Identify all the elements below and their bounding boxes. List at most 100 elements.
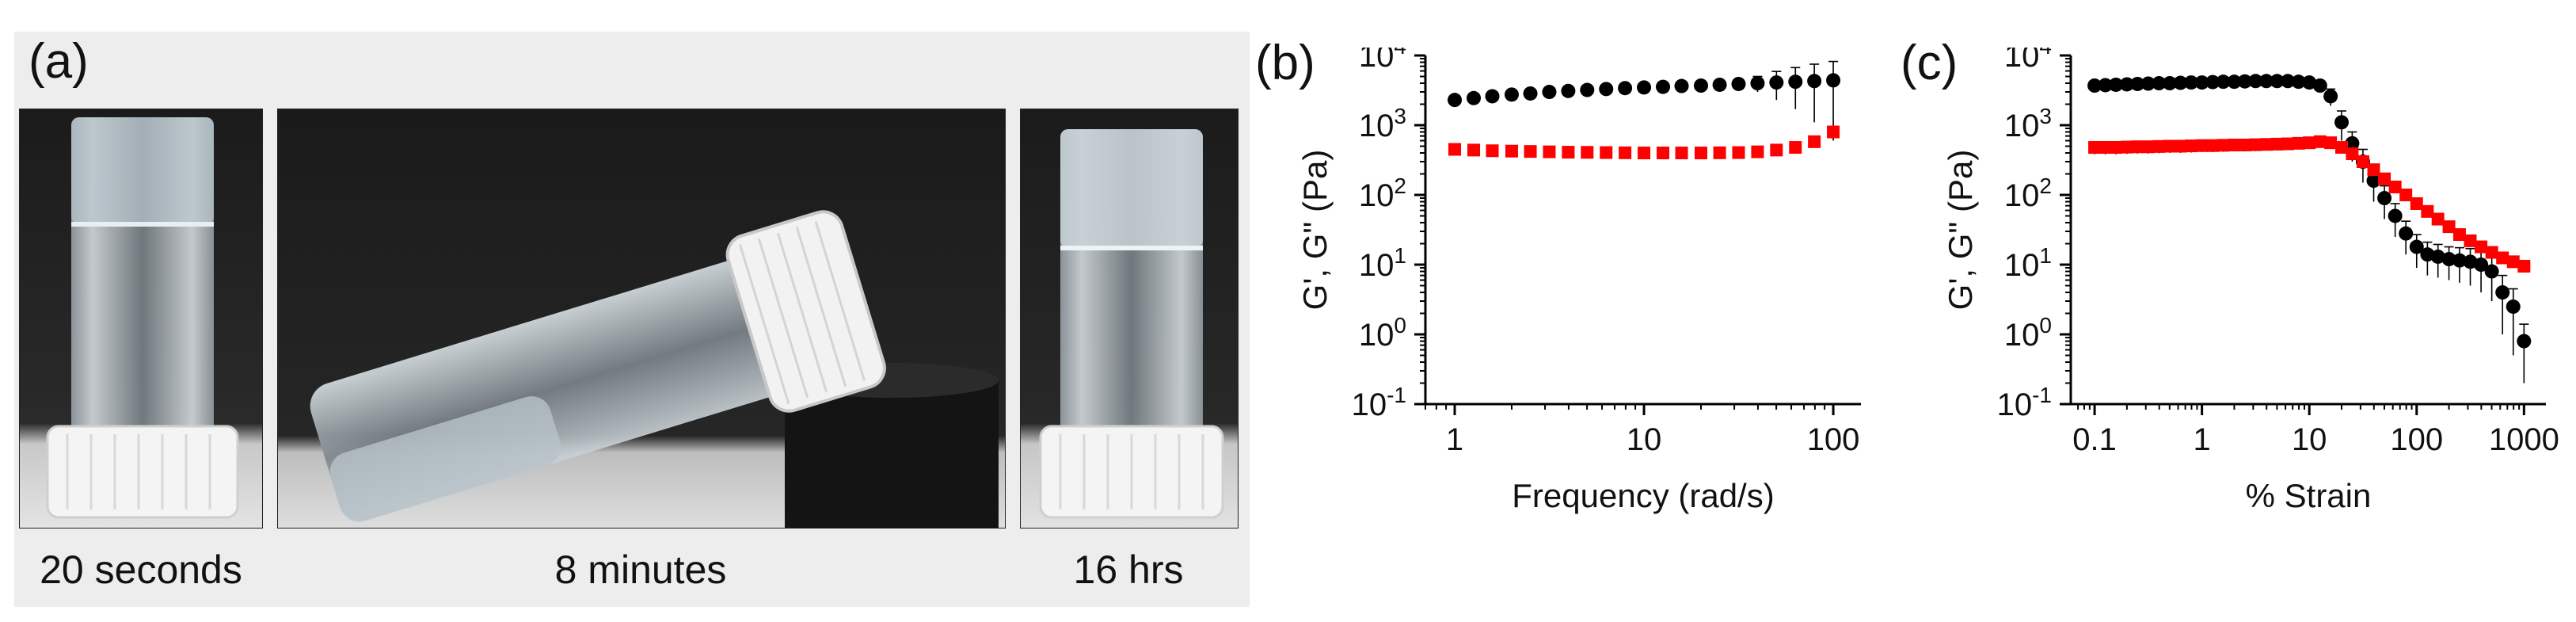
frequency-sweep-chart: 10-1 100 101 102 103 104 1 10 100 Frequency (rad/…: [1296, 48, 1861, 514]
data-point: [2441, 252, 2456, 267]
data-point: [2431, 212, 2445, 226]
y-axis-label: G', G" (Pa): [1942, 150, 1979, 311]
data-point: [2475, 240, 2488, 254]
data-point: [1732, 146, 1745, 159]
data-point: [2216, 139, 2230, 152]
data-point: [2323, 89, 2338, 104]
data-point: [2248, 74, 2263, 89]
x-tick-label: 10: [2292, 422, 2327, 457]
vial-illustration-tilted: [278, 109, 1005, 528]
data-point: [1750, 76, 1765, 91]
x-tick-label: 1000: [2489, 422, 2559, 457]
data-point: [2270, 137, 2284, 151]
caption-8-minutes: 8 minutes: [554, 548, 727, 592]
y-tick-label: 100: [2004, 313, 2052, 353]
data-point: [1695, 147, 1708, 160]
y-tick-label: 10-1: [1997, 383, 2052, 422]
data-point: [1807, 74, 1822, 89]
data-point: [2162, 76, 2177, 91]
data-point: [1467, 143, 1481, 157]
data-point: [1619, 146, 1632, 159]
data-point: [1637, 80, 1652, 95]
data-point: [2174, 139, 2187, 153]
vial-photo-20-seconds: [19, 109, 263, 529]
data-point: [2378, 172, 2391, 185]
data-point: [1694, 78, 1709, 93]
data-point: [2281, 74, 2296, 89]
data-point: [2303, 136, 2316, 150]
panel-label-a: (a): [29, 34, 89, 89]
data-point: [1505, 144, 1518, 158]
x-tick-label: 10: [1627, 422, 1662, 457]
caption-16-hrs: 16 hrs: [1073, 548, 1184, 592]
data-point: [1467, 90, 1482, 105]
data-point: [2237, 74, 2252, 89]
data-point: [2409, 239, 2424, 254]
series-loss-modulus: [2088, 135, 2531, 273]
vial-photo-16-hrs: [1020, 109, 1239, 529]
data-point: [2313, 135, 2327, 148]
data-point: [1731, 76, 1746, 91]
data-point: [2195, 139, 2209, 152]
data-point: [1543, 145, 1556, 158]
data-point: [1486, 144, 1499, 158]
data-point: [2506, 255, 2520, 269]
data-point: [2087, 78, 2102, 93]
data-point: [1788, 74, 1803, 90]
data-point: [2421, 204, 2434, 218]
y-tick-label: 102: [1359, 174, 1406, 213]
y-tick-label: 101: [1359, 243, 1406, 283]
data-point: [2312, 78, 2327, 93]
data-point: [2258, 74, 2274, 89]
data-point: [2184, 75, 2199, 90]
data-point: [2399, 189, 2413, 201]
data-point: [1485, 89, 1500, 104]
data-point: [2452, 228, 2466, 242]
x-tick-label: 100: [1807, 422, 1860, 457]
data-point: [2216, 74, 2231, 90]
data-point: [2485, 246, 2498, 259]
data-point: [2346, 147, 2359, 160]
y-tick-label: 102: [2004, 174, 2052, 213]
data-point: [2292, 136, 2305, 150]
data-point: [1600, 146, 1613, 159]
data-point: [2152, 76, 2167, 91]
data-point: [2291, 74, 2306, 90]
data-point: [2140, 76, 2156, 91]
data-point: [2098, 78, 2113, 93]
y-tick-label: 101: [2004, 243, 2052, 283]
data-point: [2130, 76, 2145, 91]
data-point: [2227, 74, 2242, 90]
x-axis-label: % Strain: [2246, 477, 2372, 514]
data-point: [2120, 140, 2133, 154]
y-tick-label: 100: [1359, 313, 1406, 353]
data-point: [1674, 78, 1689, 93]
data-point: [2334, 115, 2350, 130]
panel-label-c: (c): [1901, 36, 1958, 90]
data-point: [2302, 75, 2317, 90]
data-point: [2131, 140, 2144, 154]
data-point: [2496, 251, 2509, 265]
strain-sweep-chart: 10-1 100 101 102 103 104 0.1 1 10 100 1000 % Strain…: [1942, 48, 2559, 514]
x-tick-label: 1: [2194, 422, 2211, 457]
data-point: [2194, 75, 2209, 90]
data-point: [2388, 180, 2402, 193]
y-tick-label: 104: [1359, 48, 1406, 74]
data-point: [2249, 138, 2262, 151]
data-point: [2324, 136, 2338, 150]
data-point: [2163, 139, 2176, 153]
data-point: [1504, 87, 1519, 102]
data-point: [2464, 234, 2477, 247]
data-point: [2110, 141, 2123, 155]
data-point: [1618, 81, 1633, 96]
y-axis-label: G', G" (Pa): [1296, 150, 1334, 311]
data-point: [1448, 93, 1463, 108]
series-loss-modulus: [1448, 125, 1840, 160]
data-point: [2484, 264, 2499, 279]
y-tick-label: 104: [2004, 48, 2052, 74]
data-point: [2238, 138, 2251, 151]
data-point: [2205, 74, 2220, 90]
data-point: [2366, 174, 2381, 189]
data-point: [2152, 139, 2166, 153]
data-point: [2410, 197, 2423, 210]
